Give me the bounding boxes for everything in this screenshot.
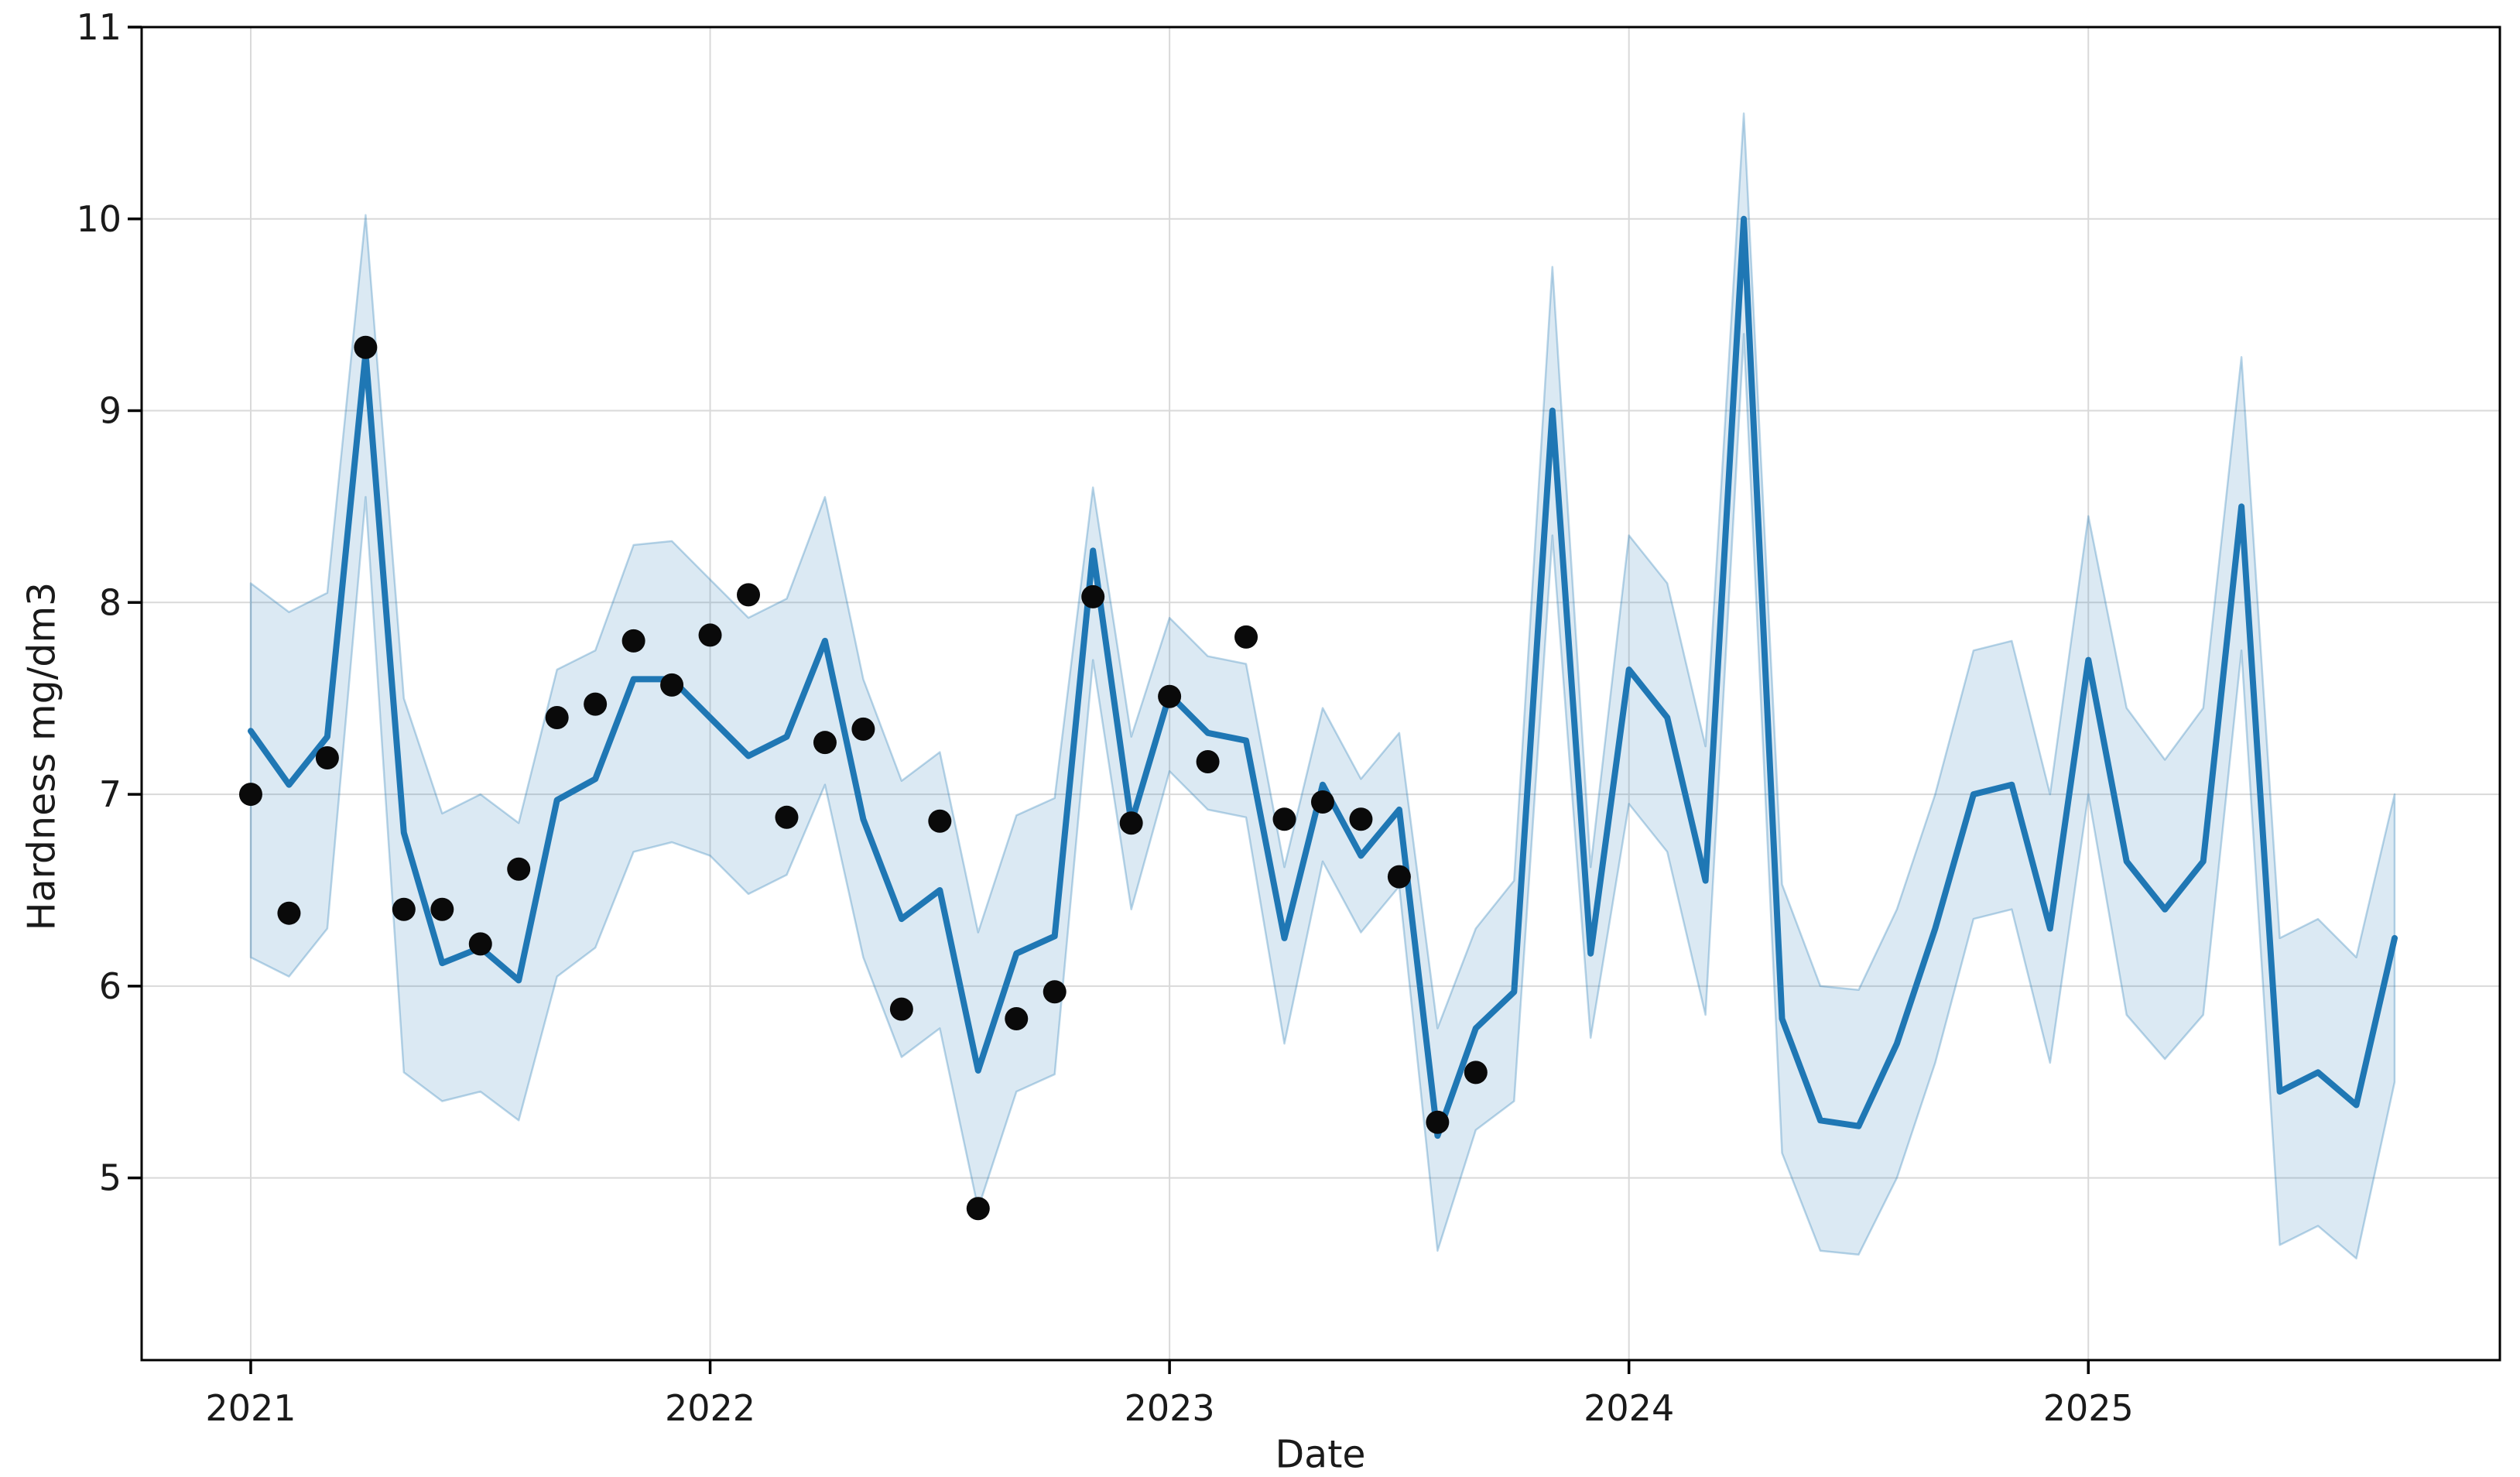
observation-dot — [1158, 684, 1182, 708]
observation-dot — [1464, 1061, 1488, 1085]
observation-dot — [584, 692, 608, 716]
observation-dot — [1387, 865, 1411, 889]
x-tick-label: 2024 — [1584, 1387, 1674, 1429]
observation-dot — [1196, 749, 1220, 773]
grid-layer — [142, 26, 2500, 1360]
observation-dot — [660, 673, 684, 697]
hardness-line — [248, 215, 2398, 1139]
observation-dot — [354, 335, 378, 359]
x-tick-label: 2023 — [1125, 1387, 1215, 1429]
y-tick-label: 8 — [99, 581, 122, 623]
observation-dot — [468, 932, 492, 956]
confidence-band — [249, 112, 2396, 1259]
observation-dot — [277, 901, 301, 925]
tick-label-layer: 5 6 7 8 9 10 11 2021 2022 2023 2024 2025 — [76, 6, 2133, 1429]
observation-dot — [889, 997, 913, 1021]
x-tick-label: 2025 — [2043, 1387, 2134, 1429]
y-tick-label: 9 — [99, 390, 122, 432]
observation-dot — [621, 629, 645, 653]
observation-dot — [392, 897, 416, 921]
observation-dot — [1310, 790, 1334, 814]
plot-border — [140, 26, 2501, 1362]
observation-dot — [1426, 1110, 1450, 1134]
x-tick-label: 2021 — [205, 1387, 296, 1429]
observation-dot — [1234, 625, 1258, 649]
observation-dot — [315, 746, 339, 770]
y-tick-label: 10 — [76, 198, 122, 240]
y-tick-label: 6 — [99, 965, 122, 1007]
observation-dot — [1272, 807, 1296, 831]
y-tick-label: 7 — [99, 773, 122, 815]
band-layer — [249, 112, 2396, 1259]
observation-dot — [928, 809, 952, 833]
observation-dot — [1081, 584, 1105, 608]
observation-dot — [238, 783, 262, 807]
observation-dot — [1349, 807, 1373, 831]
series-layer — [238, 215, 2398, 1221]
x-tick-label: 2022 — [665, 1387, 755, 1429]
observation-dot — [507, 857, 531, 881]
observation-dot — [1005, 1006, 1029, 1030]
observation-dot — [966, 1197, 990, 1221]
y-axis-title: Hardness mg/dm3 — [19, 581, 64, 931]
observation-dot — [698, 623, 722, 647]
y-tick-label: 5 — [99, 1157, 122, 1199]
observation-dot — [775, 805, 799, 829]
observation-dot — [737, 583, 761, 607]
observation-dot — [1119, 811, 1143, 835]
observation-dot — [430, 897, 454, 921]
observation-dot — [813, 731, 837, 755]
y-tick-label: 11 — [76, 6, 122, 48]
observation-dot — [1043, 980, 1067, 1004]
axes-layer — [128, 26, 2501, 1374]
observation-dot — [851, 717, 875, 741]
x-axis-title: Date — [1275, 1432, 1366, 1477]
observation-dot — [545, 705, 569, 729]
